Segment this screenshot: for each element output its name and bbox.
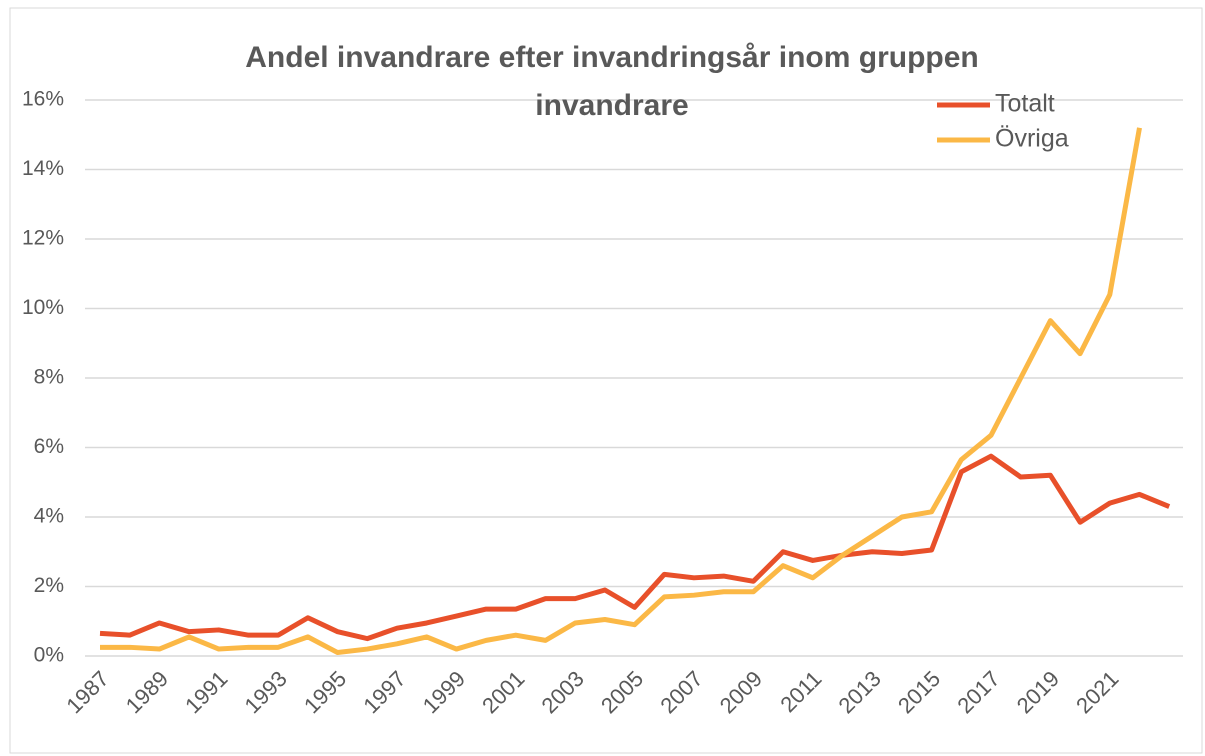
x-tick-label: 1999: [418, 666, 470, 718]
x-tick-label: 2021: [1071, 666, 1123, 718]
series-line: [99, 453, 1171, 642]
frame: [9, 7, 1203, 754]
x-tick-label: 1991: [180, 666, 232, 718]
y-tick-label: 12%: [22, 227, 64, 250]
y-tick-label: 6%: [34, 435, 64, 458]
x-tick-label: 1995: [299, 666, 351, 718]
x-tick-label: 2003: [537, 666, 589, 718]
x-tick-label: 2015: [893, 666, 945, 718]
y-tick-label: 8%: [34, 366, 64, 389]
legend-label: Totalt: [995, 90, 1055, 118]
x-tick-label: 1997: [358, 666, 410, 718]
x-tick-label: 2013: [834, 666, 886, 718]
x-tick-label: 2009: [715, 666, 767, 718]
x-tick-label: 2005: [596, 666, 648, 718]
y-tick-label: 16%: [22, 88, 64, 111]
y-tick-label: 4%: [34, 505, 64, 528]
x-tick-label: 2007: [655, 666, 707, 718]
y-tick-label: 10%: [22, 296, 64, 319]
x-tick-label: 2019: [1012, 666, 1064, 718]
chart-title: Andel invandrare efter invandringsår ino…: [245, 41, 979, 122]
legend-label: Övriga: [995, 125, 1069, 153]
y-tick-label: 2%: [34, 574, 64, 597]
x-tick-label: 2017: [952, 666, 1004, 718]
series-line: [100, 127, 1142, 656]
x-tick-label: 2001: [477, 666, 529, 718]
x-tick-label: 1987: [61, 666, 113, 718]
x-tick-label: 2011: [775, 666, 826, 717]
x-tick-label: 1993: [240, 666, 292, 718]
y-tick-label: 0%: [34, 644, 64, 667]
x-tick-label: 1989: [121, 666, 173, 718]
y-tick-label: 14%: [22, 157, 64, 180]
